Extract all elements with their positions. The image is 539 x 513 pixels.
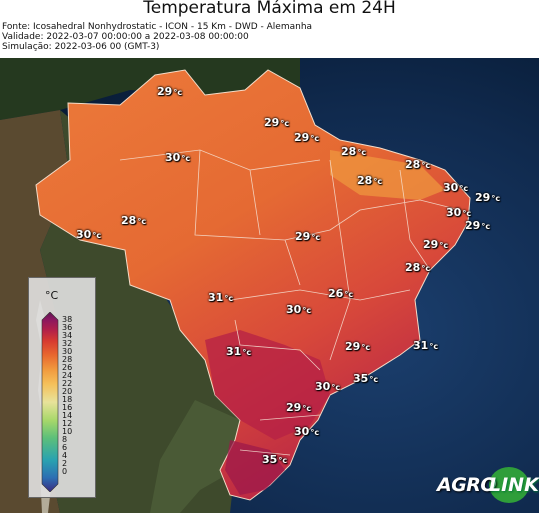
temp-label: 28°c (341, 145, 367, 158)
legend-tick: 16 (62, 403, 73, 412)
temp-label: 28°c (121, 214, 147, 227)
temp-label: 30°c (446, 206, 472, 219)
temp-label: 29°c (294, 131, 320, 144)
temp-label: 30°c (286, 303, 312, 316)
temp-label: 28°c (405, 261, 431, 274)
temp-label: 26°c (328, 287, 354, 300)
temp-label: 30°c (76, 228, 102, 241)
temp-label: 30°c (294, 425, 320, 438)
temp-label: 35°c (262, 453, 288, 466)
warm-zone-northeast (330, 150, 445, 200)
hot-zone-south (225, 440, 285, 495)
temp-label: 28°c (357, 174, 383, 187)
temp-label: 30°c (315, 380, 341, 393)
validity-line: Validade: 2022-03-07 00:00:00 a 2022-03-… (2, 32, 249, 42)
legend-tick: 0 (62, 467, 68, 476)
legend-tick: 38 (62, 315, 73, 324)
legend: °C 38 36 34 32 30 28 26 24 22 (28, 277, 96, 498)
legend-tick: 32 (62, 339, 73, 348)
header: Temperatura Máxima em 24H Fonte: Icosahe… (0, 0, 539, 58)
temp-label: 29°c (475, 191, 501, 204)
temp-label: 31°c (226, 345, 252, 358)
logo-text-agro: AGRO (437, 474, 497, 496)
legend-tick: 14 (62, 411, 73, 420)
legend-tick: 12 (62, 419, 73, 428)
colorbar (41, 312, 59, 492)
logo-text-link: LINK (489, 474, 539, 496)
agrolink-logo: AGRO LINK (437, 467, 539, 503)
legend-tick: 18 (62, 395, 73, 404)
logo-badge (489, 467, 529, 503)
hot-zone-center-south (205, 330, 330, 440)
legend-tick: 26 (62, 363, 73, 372)
simulation-line: Simulação: 2022-03-06 00 (GMT-3) (2, 42, 160, 52)
temp-label: 30°c (165, 151, 191, 164)
temp-label: 29°c (264, 116, 290, 129)
legend-tick: 24 (62, 371, 73, 380)
legend-tick: 28 (62, 355, 73, 364)
source-line: Fonte: Icosahedral Nonhydrostatic - ICON… (2, 22, 313, 32)
temp-label: 29°c (345, 340, 371, 353)
legend-tick: 36 (62, 323, 73, 332)
temp-label: 35°c (353, 372, 379, 385)
legend-tick: 22 (62, 379, 73, 388)
temp-label: 29°c (423, 238, 449, 251)
temp-label: 30°c (443, 181, 469, 194)
temp-label: 31°c (208, 291, 234, 304)
legend-tick: 20 (62, 387, 73, 396)
legend-tick: 34 (62, 331, 73, 340)
legend-tick: 8 (62, 435, 68, 444)
temp-label: 31°c (413, 339, 439, 352)
southern-neighbours (150, 400, 240, 513)
map-title: Temperatura Máxima em 24H (143, 0, 396, 18)
legend-unit: °C (45, 289, 59, 302)
legend-tick: 30 (62, 347, 73, 356)
legend-tick: 6 (62, 443, 68, 452)
legend-tick: 10 (62, 427, 73, 436)
legend-tick: 2 (62, 459, 68, 468)
legend-tick: 4 (62, 451, 68, 460)
state-borders (119, 149, 461, 456)
temp-label: 28°c (405, 158, 431, 171)
temp-label: 29°c (295, 230, 321, 243)
temp-label: 29°c (465, 219, 491, 232)
temp-label: 29°c (157, 85, 183, 98)
temp-label: 29°c (286, 401, 312, 414)
